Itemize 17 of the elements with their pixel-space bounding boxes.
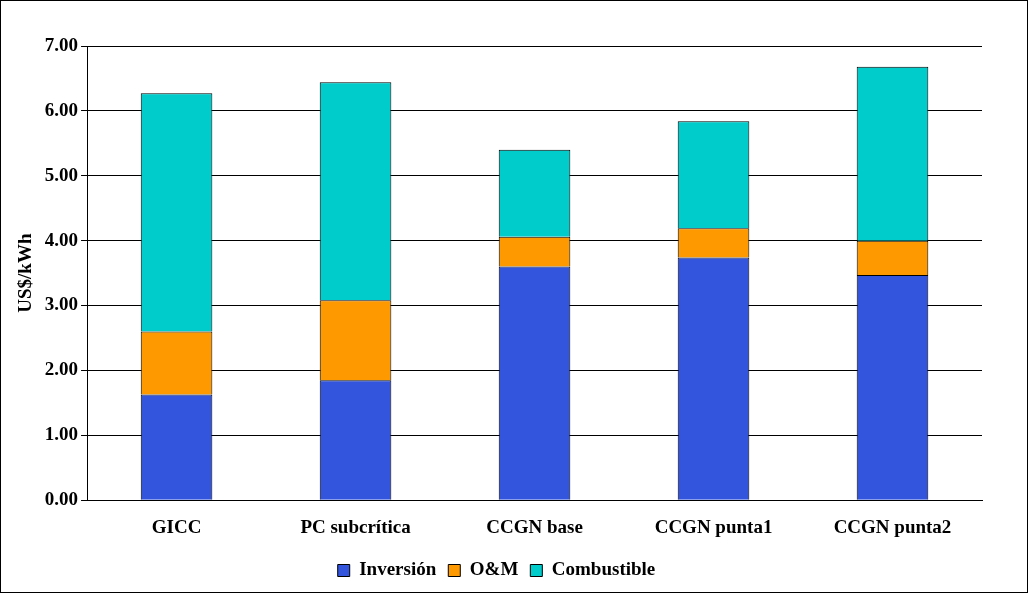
- x-tick-label: CCGN punta1: [654, 515, 773, 537]
- x-tick-label: PC subcrítica: [300, 515, 412, 537]
- y-tick-label: 0.00: [44, 488, 79, 510]
- legend-label: Combustible: [551, 558, 656, 580]
- y-axis-title: US$/kWh: [14, 233, 36, 313]
- y-tick-label: 3.00: [44, 293, 79, 315]
- x-tick-label: CCGN base: [486, 515, 583, 537]
- y-tick-label: 4.00: [44, 228, 79, 250]
- y-tick-label: 2.00: [44, 358, 79, 380]
- x-tick-label: GICC: [151, 515, 202, 537]
- y-tick-label: 5.00: [44, 163, 79, 185]
- y-tick-label: 7.00: [44, 33, 79, 55]
- y-tick-label: 6.00: [44, 98, 79, 120]
- x-tick-label: CCGN punta2: [833, 515, 952, 537]
- legend-label: Inversión: [359, 558, 437, 580]
- y-tick-label: 1.00: [44, 423, 79, 445]
- legend-label: O&M: [469, 558, 519, 580]
